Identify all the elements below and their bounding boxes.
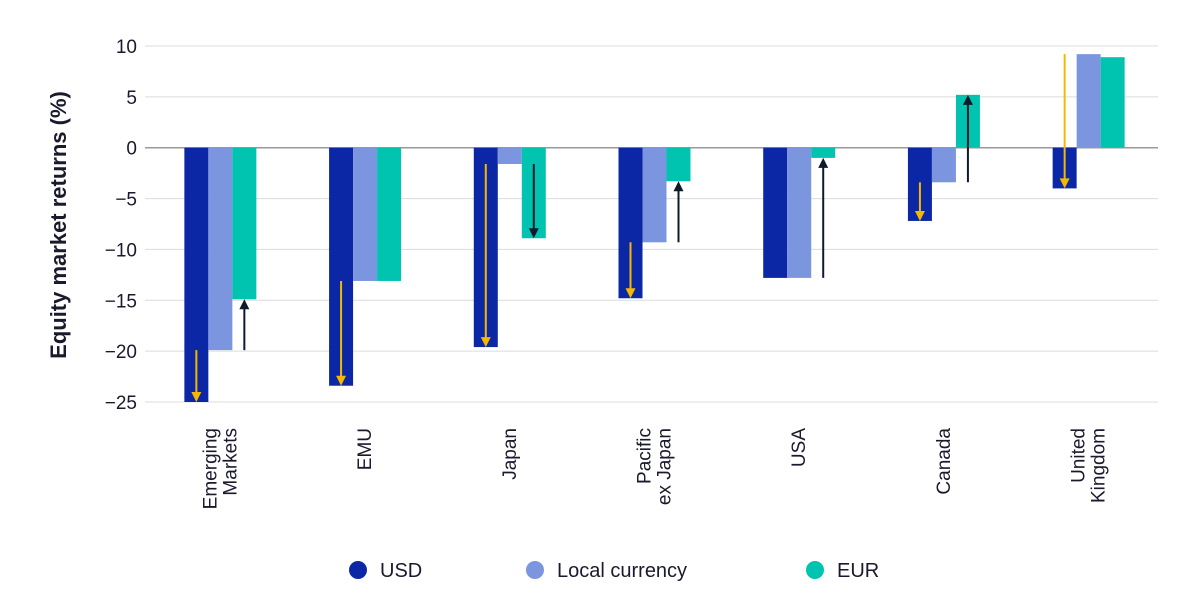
change-arrowhead — [673, 181, 684, 192]
category-label-line: Emerging — [200, 428, 221, 509]
legend-label: USD — [380, 560, 422, 582]
category-label-line: Kingdom — [1089, 428, 1110, 503]
bar-local-currency — [497, 147, 522, 164]
change-arrowhead — [239, 299, 250, 310]
category-label-line: Markets — [220, 428, 241, 496]
bar-eur — [232, 147, 257, 300]
category-label-line: United — [1069, 428, 1090, 483]
legend: USD Local currency EUR — [349, 560, 879, 582]
category-labels: EmergingMarkets EMU Japan Pacificex Japan US… — [200, 428, 1109, 510]
change-arrowhead — [625, 288, 636, 299]
category-label: USA — [789, 428, 810, 467]
bar-eur — [666, 147, 691, 182]
category-label: UnitedKingdom — [1069, 428, 1110, 503]
y-tick-label: 5 — [126, 88, 137, 109]
category-label-line: EMU — [355, 428, 376, 470]
category-label: EMU — [355, 428, 376, 470]
y-tick-label: −15 — [105, 291, 137, 312]
bar-local-currency — [353, 147, 378, 281]
y-tick-label: −10 — [105, 240, 137, 261]
category-label: EmergingMarkets — [200, 428, 241, 509]
change-arrowhead — [336, 375, 347, 386]
y-axis-label: Equity market returns (%) — [46, 91, 71, 359]
legend-swatch — [349, 561, 367, 579]
legend-swatch — [526, 561, 544, 579]
category-label: Pacificex Japan — [635, 428, 676, 505]
bar-local-currency — [931, 147, 956, 183]
bar-eur — [811, 147, 836, 158]
arrows — [191, 54, 1070, 402]
category-label: Japan — [500, 428, 521, 480]
bar-local-currency — [1076, 54, 1101, 148]
bar-local-currency — [208, 147, 233, 351]
change-arrowhead — [1059, 178, 1070, 189]
y-tick-label: −20 — [105, 342, 137, 363]
bar-eur — [1100, 57, 1125, 148]
category-label-line: USA — [789, 428, 810, 467]
category-label-line: Canada — [934, 428, 955, 495]
change-arrowhead — [191, 392, 202, 402]
legend-swatch — [806, 561, 824, 579]
change-arrowhead — [480, 337, 491, 348]
bar-local-currency — [642, 147, 667, 243]
category-label-line: ex Japan — [655, 428, 676, 505]
bar-eur — [377, 147, 402, 281]
y-tick-label: −5 — [115, 190, 137, 211]
category-label: Canada — [934, 428, 955, 495]
category-label-line: Japan — [500, 428, 521, 480]
change-arrowhead — [528, 228, 539, 239]
legend-label: EUR — [837, 560, 879, 582]
y-axis-ticks: 10 5 0 −5 −10 −15 −20 −25 — [105, 37, 137, 414]
change-arrowhead — [914, 210, 925, 221]
bars — [184, 54, 1125, 402]
category-label-line: Pacific — [635, 428, 656, 484]
bar-local-currency — [787, 147, 812, 278]
y-tick-label: 0 — [126, 139, 137, 160]
y-tick-label: −25 — [105, 393, 137, 414]
change-arrowhead — [962, 94, 973, 105]
change-arrowhead — [818, 157, 829, 168]
y-tick-label: 10 — [116, 37, 137, 58]
legend-label: Local currency — [557, 560, 687, 582]
bar-usd — [763, 147, 788, 278]
